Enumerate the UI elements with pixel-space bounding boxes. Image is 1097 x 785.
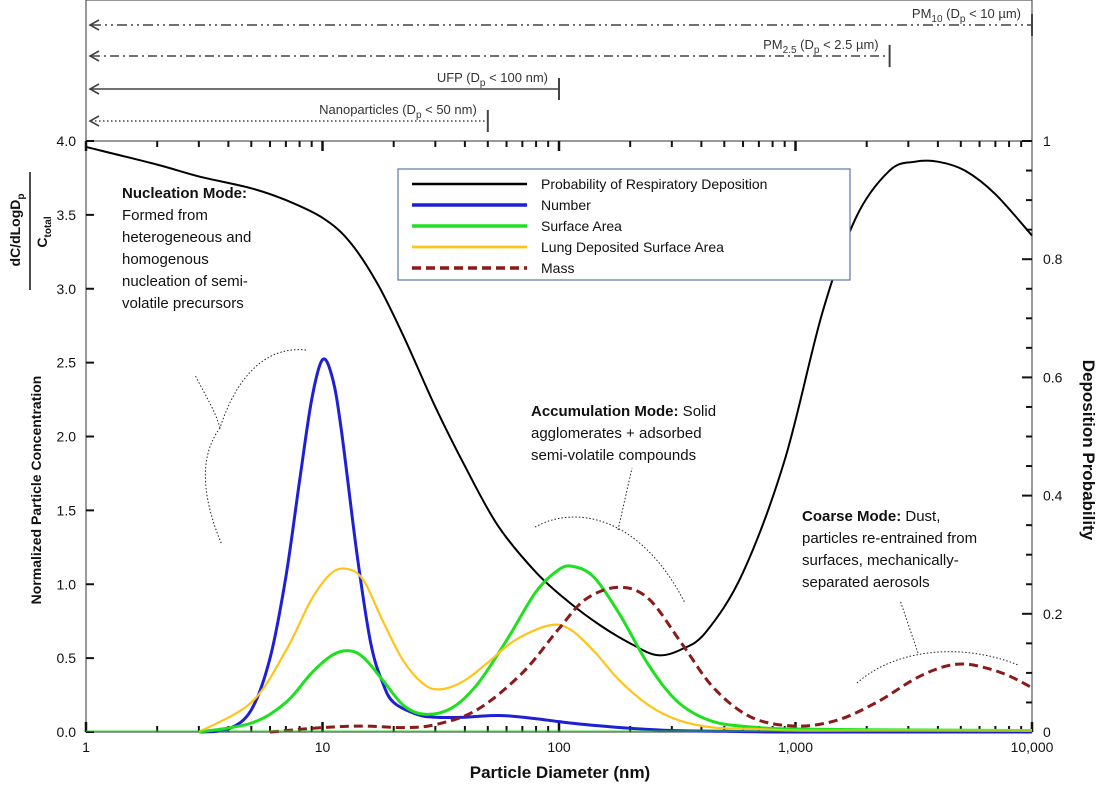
y2-tick-label: 0.8 [1043, 251, 1063, 267]
size-range-arrowhead [88, 115, 100, 127]
y2-tick-label: 1 [1043, 133, 1051, 149]
legend-label: Mass [541, 260, 574, 276]
y-tick-label: 2.5 [57, 355, 77, 371]
series-number [198, 357, 1033, 734]
y-tick-label: 0.5 [57, 650, 77, 666]
legend-label: Number [541, 197, 591, 213]
y2-tick-label: 0 [1043, 724, 1051, 740]
fraction-denominator: Ctotal [34, 216, 54, 247]
coarse-bracket [856, 599, 1019, 684]
accumulation-title-tail: Solid [679, 403, 717, 420]
nucleation-annotation: Nucleation Mode: Formed from heterogeneo… [122, 185, 307, 546]
x-tick-label: 1 [82, 739, 90, 755]
series-lung-deposited-surface-area [198, 567, 1032, 733]
coarse-annotation: Coarse Mode: Dust, particles re-entraine… [802, 508, 1019, 684]
x-tick-label: 10 [315, 739, 331, 755]
y-tick-label: 1.5 [57, 502, 77, 518]
size-range-arrowhead [88, 19, 100, 31]
nucleation-line-2: heterogeneous and [122, 229, 251, 246]
size-range-bars: PM10 (Dp < 10 µm) PM2.5 (Dp < 2.5 µm) UFP … [88, 6, 1033, 132]
legend-label: Surface Area [541, 218, 622, 234]
nucleation-line-5: volatile precursors [122, 295, 244, 312]
series-surface-area [198, 564, 1033, 734]
y-axis-fraction: dC/dLogDp Ctotal [7, 172, 54, 290]
size-range-panel [85, 0, 1033, 142]
y-tick-label: 3.5 [57, 207, 77, 223]
x-tick-label: 1,000 [778, 739, 813, 755]
legend-label: Lung Deposited Surface Area [541, 239, 724, 255]
nucleation-title: Nucleation Mode: [122, 185, 247, 202]
series-mass [269, 585, 1033, 734]
nucleation-line-1: Formed from [122, 207, 208, 224]
y-tick-label: 4.0 [57, 133, 77, 149]
coarse-line-1: particles re-entrained from [802, 530, 977, 547]
nucleation-line-3: homogenous [122, 251, 209, 268]
svg-text:Coarse Mode: Dust, parti: Coarse Mode: Dust, particles re-entraine… [802, 508, 981, 591]
accumulation-title: Accumulation Mode: [531, 403, 679, 420]
axis-ticks: 1 10 100 1,000 10,0000.00.51.01.52.02.53.03.… [57, 133, 1063, 755]
x-tick-label: 10,000 [1011, 739, 1054, 755]
legend-label: Probability of Respiratory Deposition [541, 176, 767, 192]
y-tick-label: 0.0 [57, 724, 77, 740]
accumulation-bracket [534, 467, 686, 604]
fraction-numerator: dC/dLogDp [7, 194, 27, 267]
size-range-arrowhead [88, 83, 100, 95]
y-tick-label: 3.0 [57, 281, 77, 297]
x-axis-title: Particle Diameter (nm) [470, 763, 650, 782]
accumulation-annotation: Accumulation Mode: Solid agglomerates + … [531, 403, 720, 604]
size-range-label: UFP (Dp < 100 nm) [437, 70, 548, 89]
nucleation-line-4: nucleation of semi- [122, 273, 248, 290]
size-range-label: Nanoparticles (Dp < 50 nm) [319, 102, 477, 121]
size-range-label: PM10 (Dp < 10 µm) [912, 6, 1021, 25]
coarse-line-2: surfaces, mechanically- [802, 552, 959, 569]
size-range-arrowhead [88, 50, 100, 62]
svg-text:Accumulation Mode: Solid: Accumulation Mode: Solid agglomerates + … [531, 403, 720, 464]
coarse-title: Coarse Mode: [802, 508, 901, 525]
accumulation-line-1: agglomerates + adsorbed [531, 425, 702, 442]
svg-text:Nucleation Mode: Formed: Nucleation Mode: Formed from heterogeneo… [122, 185, 255, 312]
y-axis-title: Normalized Particle Concentration [28, 376, 44, 605]
coarse-line-3: separated aerosols [802, 574, 930, 591]
size-range-label: PM2.5 (Dp < 2.5 µm) [763, 37, 878, 56]
nucleation-bracket [194, 349, 307, 546]
x-tick-label: 100 [547, 739, 571, 755]
accumulation-line-2: semi-volatile compounds [531, 447, 696, 464]
y-tick-label: 1.0 [57, 576, 77, 592]
y2-axis-title: Deposition Probability [1079, 360, 1097, 541]
series-probability-of-respiratory-deposition [85, 145, 1033, 657]
y2-tick-label: 0.4 [1043, 488, 1063, 504]
data-series [85, 145, 1033, 734]
legend: Probability of Respiratory Deposition Num… [397, 168, 851, 281]
coarse-title-tail: Dust, [901, 508, 940, 525]
y2-tick-label: 0.2 [1043, 606, 1063, 622]
y-tick-label: 2.0 [57, 429, 77, 445]
y2-tick-label: 0.6 [1043, 369, 1063, 385]
